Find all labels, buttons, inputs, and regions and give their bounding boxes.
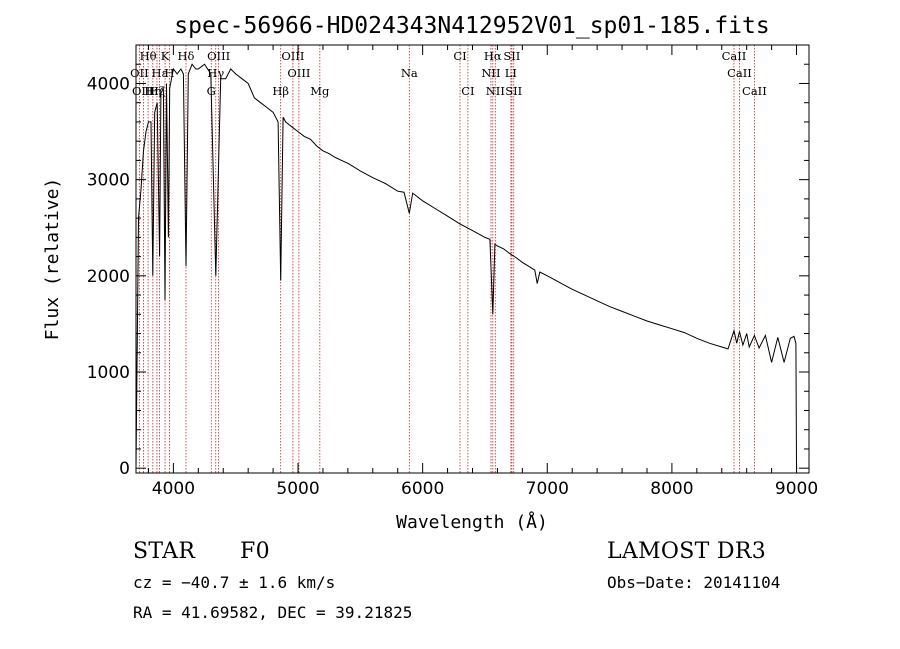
y-tick-label: 3000 — [87, 171, 130, 191]
line-label: Hη — [144, 84, 161, 98]
line-markers — [138, 45, 755, 473]
line-label: Hγ — [207, 66, 224, 80]
line-label: OIII — [281, 49, 304, 63]
line-label: CaII — [727, 66, 752, 80]
x-axis-label: Wavelength (Å) — [396, 511, 548, 533]
plot-frame — [135, 44, 810, 474]
spectral-subclass: F0 — [240, 539, 270, 564]
line-label: Hα — [484, 49, 502, 63]
y-axis-label: Flux (relative) — [42, 178, 63, 341]
y-axis-ticks: 0 1000 2000 3000 4000 — [87, 44, 809, 479]
line-label: K — [161, 49, 170, 63]
line-label: Hε — [152, 66, 168, 80]
line-label: SII — [505, 84, 522, 98]
line-label: SII — [503, 49, 520, 63]
y-tick-label: 1000 — [87, 363, 130, 383]
line-label: Hδ — [177, 49, 194, 63]
survey-name: LAMOST DR3 — [607, 539, 766, 564]
line-label: OIII — [207, 49, 230, 63]
x-tick-label: 4000 — [152, 479, 195, 499]
line-label: CaII — [722, 49, 747, 63]
observation-date: Obs−Date: 20141104 — [607, 573, 781, 592]
line-label: Hβ — [272, 84, 289, 98]
line-label: Na — [401, 66, 418, 80]
object-type: STAR — [133, 539, 196, 564]
line-label: OIII — [132, 84, 155, 98]
line-label: LI — [505, 66, 517, 80]
y-tick-label: 2000 — [87, 267, 130, 287]
line-label: H — [164, 66, 174, 80]
x-tick-label: 9000 — [775, 479, 818, 499]
chart-title: spec-56966-HD024343N412952V01_sp01-185.f… — [174, 13, 769, 39]
x-tick-label: 7000 — [526, 479, 569, 499]
y-tick-label: 0 — [119, 459, 130, 479]
line-label: Mg — [310, 84, 330, 98]
y-tick-label: 4000 — [87, 74, 130, 94]
line-label: OII — [130, 66, 149, 80]
line-label: CI — [461, 84, 474, 98]
x-tick-label: 5000 — [276, 479, 319, 499]
x-tick-label: 8000 — [650, 479, 693, 499]
spectrum-series-line — [135, 63, 798, 469]
line-label: CaII — [742, 84, 767, 98]
line-label: OIII — [287, 66, 310, 80]
line-label: NII — [481, 66, 500, 80]
x-axis-ticks: 4000 5000 6000 7000 8000 9000 — [147, 45, 818, 499]
x-tick-label: 6000 — [401, 479, 444, 499]
line-label: NII — [486, 84, 505, 98]
line-label: Hθ — [140, 49, 157, 63]
coordinates: RA = 41.69582, DEC = 39.21825 — [133, 603, 413, 622]
redshift-value: cz = −40.7 ± 1.6 km/s — [133, 573, 336, 592]
line-label: CI — [453, 49, 466, 63]
line-label: Hζ — [149, 84, 165, 98]
